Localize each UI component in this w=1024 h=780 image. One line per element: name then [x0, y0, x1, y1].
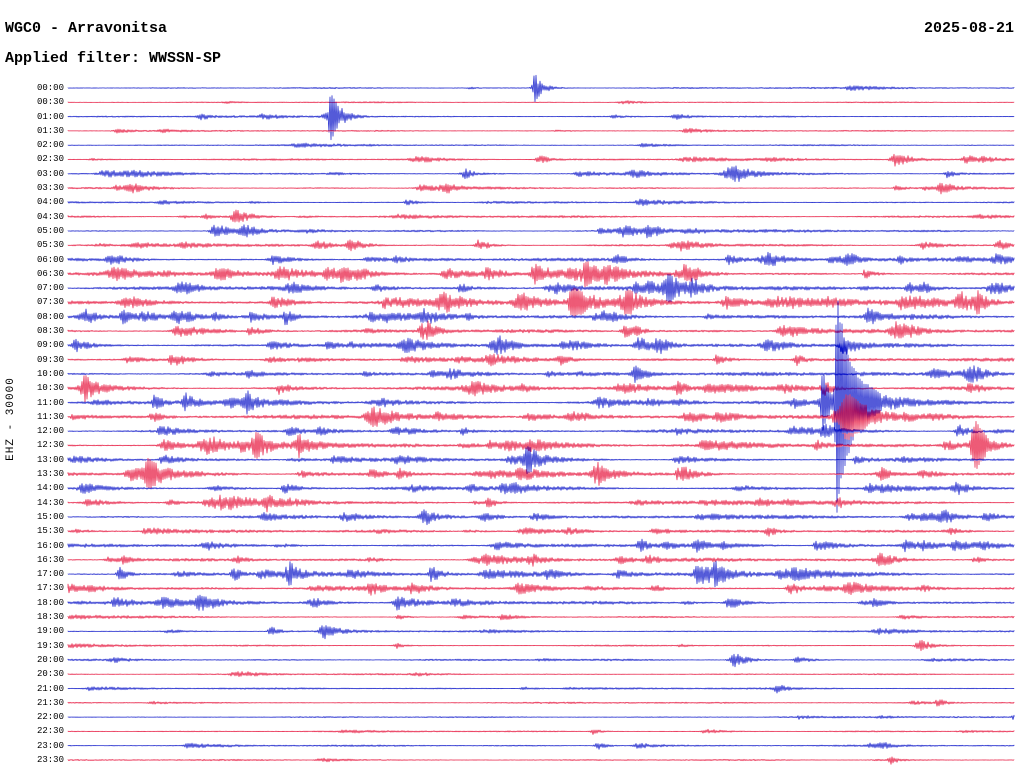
helicorder-view: WGC0 - Arravonitsa 2025-08-21 Applied fi… — [0, 0, 1024, 780]
seismogram-traces — [0, 0, 1024, 780]
